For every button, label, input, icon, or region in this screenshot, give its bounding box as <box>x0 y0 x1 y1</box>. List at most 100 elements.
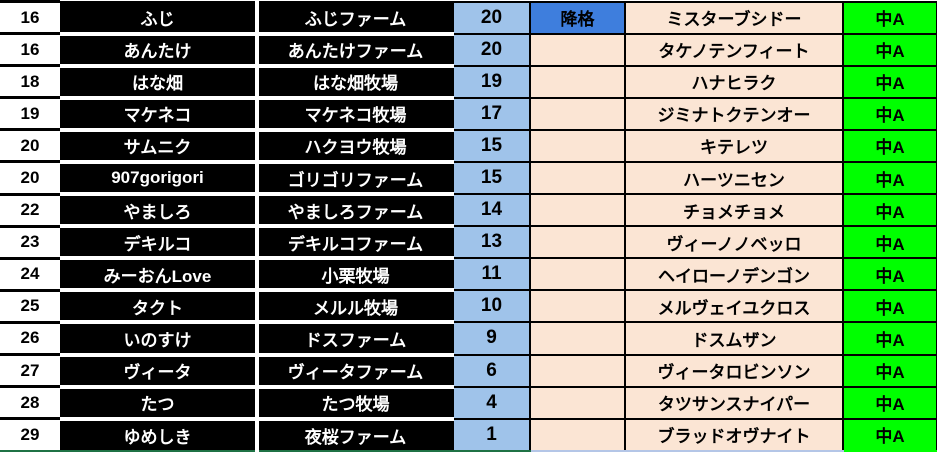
status-cell[interactable] <box>529 385 626 420</box>
class-cell[interactable]: 中A <box>842 96 937 131</box>
points-cell[interactable]: 4 <box>452 385 531 420</box>
farm-name-cell[interactable]: 小栗牧場 <box>255 256 454 293</box>
farm-name-cell[interactable]: やましろファーム <box>255 192 454 229</box>
rank-cell[interactable]: 25 <box>0 288 60 324</box>
farm-name-cell[interactable]: 夜桜ファーム <box>255 416 454 452</box>
points-cell[interactable]: 20 <box>452 32 531 67</box>
farm-name-cell[interactable]: ハクヨウ牧場 <box>255 127 454 164</box>
class-cell[interactable]: 中A <box>842 128 937 163</box>
farm-name-cell[interactable]: ドスファーム <box>255 320 454 357</box>
horse-name-cell[interactable]: ジミナトクテンオー <box>624 96 844 131</box>
horse-name-cell[interactable]: タケノテンフィート <box>624 32 844 67</box>
points-cell[interactable]: 1 <box>452 417 531 452</box>
status-cell[interactable] <box>529 289 626 324</box>
player-name-cell[interactable]: マケネコ <box>60 95 259 132</box>
horse-name-cell[interactable]: ハナヒラク <box>624 64 844 99</box>
status-cell[interactable] <box>529 257 626 292</box>
farm-name-cell[interactable]: ヴィータファーム <box>255 352 454 389</box>
player-name-cell[interactable]: やましろ <box>60 192 259 229</box>
player-name-cell[interactable]: デキルコ <box>60 224 259 261</box>
farm-name-cell[interactable]: メルル牧場 <box>255 288 454 325</box>
player-name-cell[interactable]: ヴィータ <box>60 352 259 389</box>
points-cell[interactable]: 13 <box>452 225 531 260</box>
farm-name-cell[interactable]: デキルコファーム <box>255 224 454 261</box>
status-cell[interactable] <box>529 353 626 388</box>
horse-name-cell[interactable]: タツサンスナイパー <box>624 385 844 420</box>
horse-name-cell[interactable]: ドスムザン <box>624 321 844 356</box>
status-cell[interactable] <box>529 128 626 163</box>
status-cell[interactable] <box>529 417 626 452</box>
horse-name-cell[interactable]: メルヴェイユクロス <box>624 289 844 324</box>
rank-cell[interactable]: 16 <box>0 0 60 36</box>
rank-cell[interactable]: 24 <box>0 256 60 292</box>
player-name-cell[interactable]: サムニク <box>60 127 259 164</box>
farm-name-cell[interactable]: マケネコ牧場 <box>255 95 454 132</box>
rank-cell[interactable]: 16 <box>0 32 60 68</box>
points-cell[interactable]: 19 <box>452 64 531 99</box>
horse-name-cell[interactable]: チョメチョメ <box>624 193 844 228</box>
player-name-cell[interactable]: タクト <box>60 288 259 325</box>
horse-name-cell[interactable]: ヴィーノノベッロ <box>624 225 844 260</box>
points-cell[interactable]: 11 <box>452 257 531 292</box>
points-cell[interactable]: 10 <box>452 289 531 324</box>
status-cell[interactable] <box>529 160 626 196</box>
points-cell[interactable]: 20 <box>452 0 531 35</box>
player-name-cell[interactable]: ゆめしき <box>60 416 259 452</box>
status-cell[interactable] <box>529 225 626 260</box>
rank-cell[interactable]: 18 <box>0 64 60 100</box>
points-cell[interactable]: 14 <box>452 193 531 228</box>
farm-name-cell[interactable]: あんたけファーム <box>255 31 454 68</box>
rank-cell[interactable]: 27 <box>0 353 60 389</box>
farm-name-cell[interactable]: はな畑牧場 <box>255 63 454 100</box>
class-cell[interactable]: 中A <box>842 64 937 99</box>
horse-name-cell[interactable]: ブラッドオヴナイト <box>624 417 844 452</box>
rank-cell[interactable]: 23 <box>0 224 60 260</box>
class-cell[interactable]: 中A <box>842 32 937 67</box>
points-cell[interactable]: 9 <box>452 321 531 356</box>
horse-name-cell[interactable]: ヘイローノデンゴン <box>624 257 844 292</box>
status-cell[interactable] <box>529 64 626 99</box>
class-cell[interactable]: 中A <box>842 417 937 452</box>
player-name-cell[interactable]: はな畑 <box>60 63 259 100</box>
class-cell[interactable]: 中A <box>842 193 937 228</box>
class-cell[interactable]: 中A <box>842 257 937 292</box>
player-name-cell[interactable]: あんたけ <box>60 31 259 68</box>
farm-name-cell[interactable]: ふじファーム <box>255 0 454 36</box>
status-cell[interactable] <box>529 193 626 228</box>
horse-name-cell[interactable]: キテレツ <box>624 128 844 163</box>
player-name-cell[interactable]: ふじ <box>60 0 259 36</box>
player-name-cell[interactable]: 907gorigori <box>60 159 259 197</box>
player-name-cell[interactable]: たつ <box>60 384 259 421</box>
status-cell[interactable] <box>529 321 626 356</box>
farm-name-cell[interactable]: たつ牧場 <box>255 384 454 421</box>
player-name-cell[interactable]: いのすけ <box>60 320 259 357</box>
class-cell[interactable]: 中A <box>842 289 937 324</box>
points-cell[interactable]: 15 <box>452 160 531 196</box>
class-cell[interactable]: 中A <box>842 321 937 356</box>
rank-cell[interactable]: 29 <box>0 417 60 452</box>
horse-name-cell[interactable]: ミスターブシドー <box>624 0 844 35</box>
table-row: 20 サムニク ハクヨウ牧場 15 キテレツ 中A <box>0 127 937 164</box>
rank-cell[interactable]: 22 <box>0 192 60 228</box>
points-cell[interactable]: 15 <box>452 128 531 163</box>
rank-cell[interactable]: 19 <box>0 96 60 132</box>
points-cell[interactable]: 17 <box>452 96 531 131</box>
rank-cell[interactable]: 26 <box>0 320 60 357</box>
rank-cell[interactable]: 20 <box>0 160 60 196</box>
status-cell[interactable]: 降格 <box>529 0 626 35</box>
rank-cell[interactable]: 28 <box>0 385 60 421</box>
class-cell[interactable]: 中A <box>842 0 937 35</box>
class-cell[interactable]: 中A <box>842 160 937 196</box>
class-cell[interactable]: 中A <box>842 353 937 388</box>
class-cell[interactable]: 中A <box>842 225 937 260</box>
farm-name-cell[interactable]: ゴリゴリファーム <box>255 159 454 197</box>
rank-cell[interactable]: 20 <box>0 128 60 164</box>
player-name-cell[interactable]: みーおんLove <box>60 256 259 293</box>
status-cell[interactable] <box>529 32 626 67</box>
class-cell[interactable]: 中A <box>842 385 937 420</box>
points-cell[interactable]: 6 <box>452 353 531 388</box>
horse-name-cell[interactable]: ハーツニセン <box>624 160 844 196</box>
horse-name-cell[interactable]: ヴィータロビンソン <box>624 353 844 388</box>
status-cell[interactable] <box>529 96 626 131</box>
